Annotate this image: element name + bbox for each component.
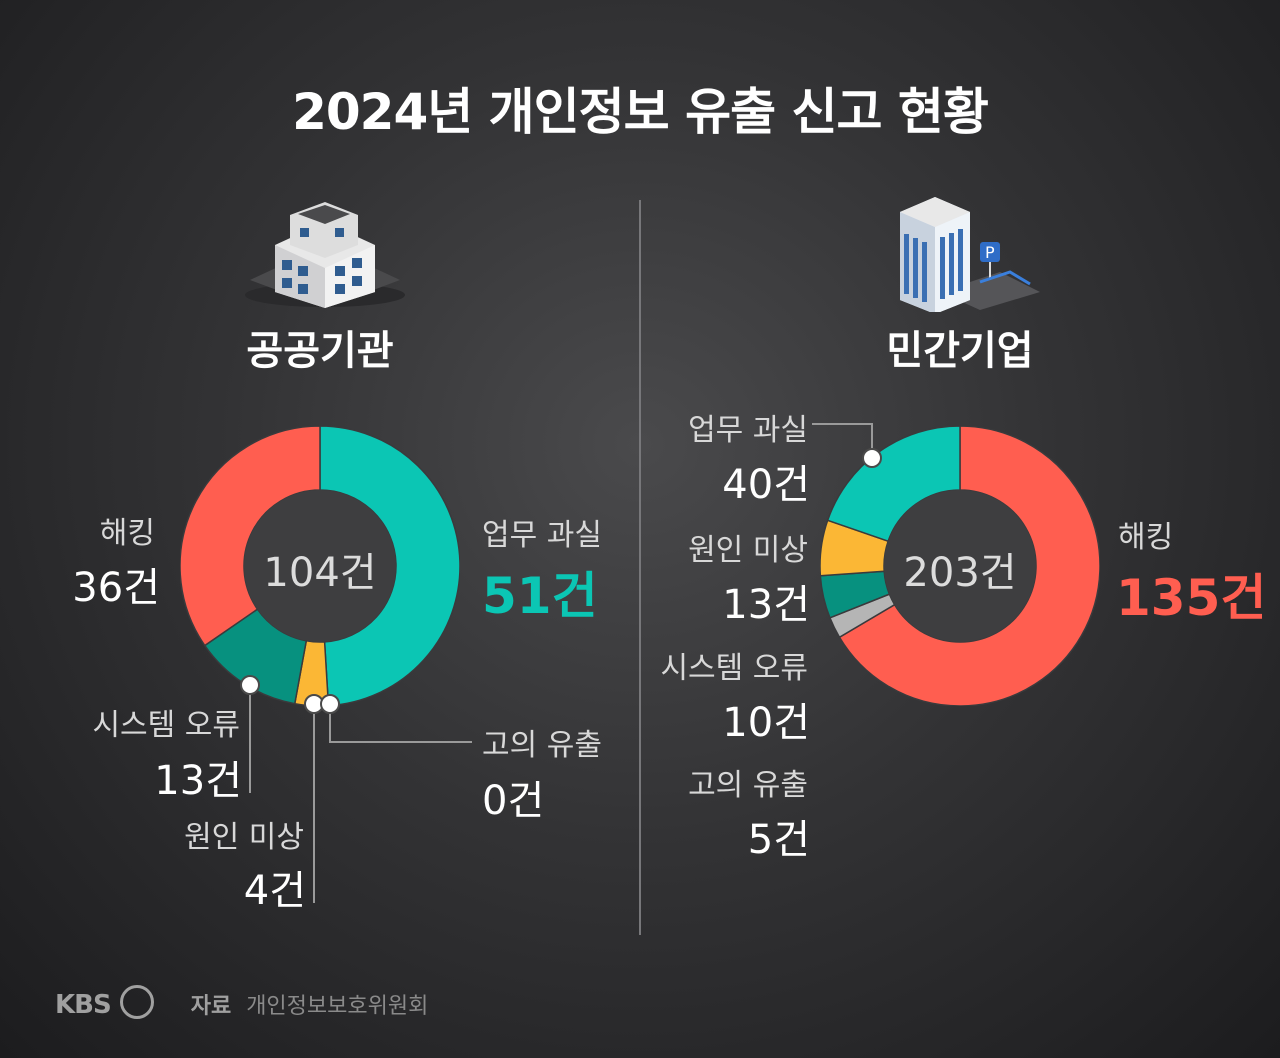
public-intentional-label: 고의 유출 xyxy=(482,728,602,763)
page-title: 2024년 개인정보 유출 신고 현황 xyxy=(292,83,989,141)
public-unknown-value: 4건 xyxy=(243,868,306,914)
private-section-title: 민간기업 xyxy=(886,328,1034,374)
kbs-logo: KBS xyxy=(55,990,112,1020)
private-hacking-value: 135건 xyxy=(1116,569,1267,627)
kbs-logo-icon xyxy=(119,985,154,1019)
public-slice-hacking xyxy=(180,426,321,647)
leader-work-error-private xyxy=(812,423,873,458)
public-section-title: 공공기관 xyxy=(246,328,394,374)
source-label: 자료 xyxy=(190,994,232,1019)
public-hacking-label: 해킹 xyxy=(99,516,155,551)
public-work-error-label: 업무 과실 xyxy=(482,518,602,553)
public-system-error-label: 시스템 오류 xyxy=(92,708,240,743)
public-intentional-value: 0건 xyxy=(482,778,545,824)
private-intentional-value: 5건 xyxy=(747,817,810,863)
public-hacking-value: 36건 xyxy=(72,565,160,611)
footer: KBS 자료 개인정보보호위원회 xyxy=(55,985,428,1020)
center-divider xyxy=(639,200,641,935)
svg-text:P: P xyxy=(985,243,995,262)
private-work-error-value: 40건 xyxy=(722,462,810,508)
private-donut-chart xyxy=(820,426,1100,706)
private-system-error-value: 10건 xyxy=(722,700,810,746)
private-building-icon: P xyxy=(900,197,1040,312)
public-donut-chart xyxy=(180,426,460,706)
public-work-error-value: 51건 xyxy=(482,567,598,625)
private-donut-hole xyxy=(884,490,1036,642)
private-unknown-label: 원인 미상 xyxy=(688,533,808,568)
private-intentional-label: 고의 유출 xyxy=(688,768,808,803)
dot-system-error-public xyxy=(240,675,260,695)
dot-intentional-public xyxy=(320,694,340,714)
leader-intentional-public xyxy=(329,704,472,743)
private-hacking-label: 해킹 xyxy=(1118,520,1174,555)
private-system-error-label: 시스템 오류 xyxy=(660,651,808,686)
dot-work-error-private xyxy=(862,448,882,468)
source-text: 개인정보보호위원회 xyxy=(246,994,429,1019)
private-unknown-value: 13건 xyxy=(722,582,810,628)
public-system-error-value: 13건 xyxy=(154,758,242,804)
private-total-label: 203건 xyxy=(903,550,1017,596)
public-total-label: 104건 xyxy=(263,550,377,596)
public-unknown-label: 원인 미상 xyxy=(184,820,304,855)
public-donut-hole xyxy=(244,490,396,642)
private-work-error-label: 업무 과실 xyxy=(688,413,808,448)
public-building-icon xyxy=(245,202,405,308)
